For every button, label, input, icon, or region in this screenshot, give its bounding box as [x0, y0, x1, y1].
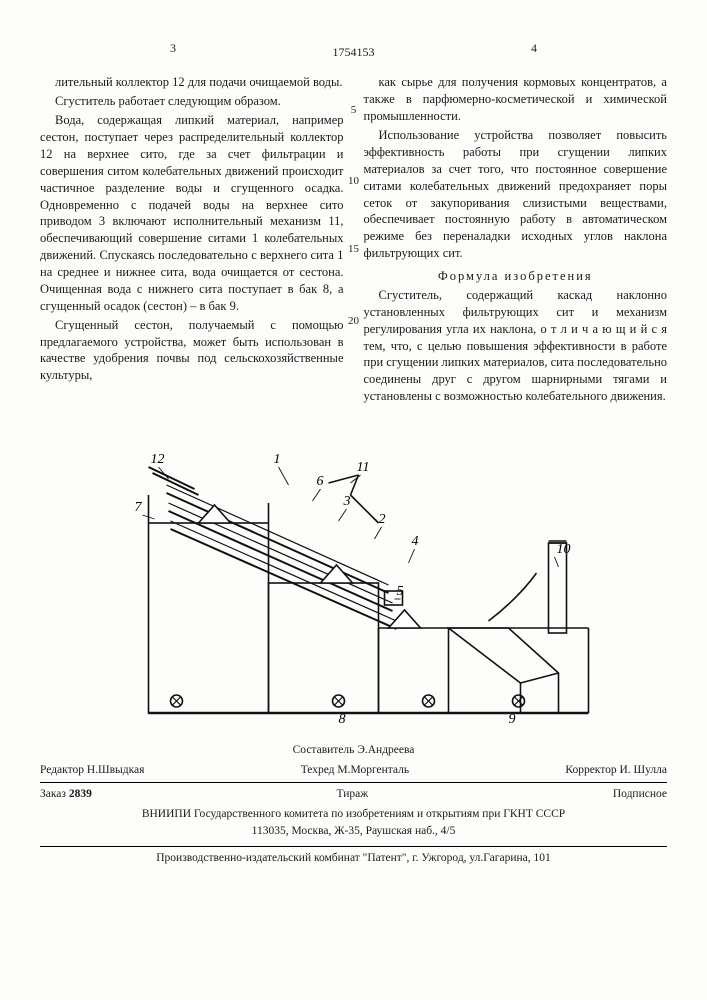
org-line-1: ВНИИПИ Государственного комитета по изоб… — [40, 807, 667, 823]
order-num: 2839 — [69, 788, 92, 800]
para: Вода, содержащая липкий материал, наприм… — [40, 112, 344, 315]
svg-text:2: 2 — [379, 512, 386, 527]
svg-text:7: 7 — [135, 500, 143, 515]
para: как сырье для получения кормовых концент… — [364, 74, 668, 125]
corrector: И. Шулла — [620, 764, 667, 776]
patent-page: 3 4 1754153 5101520 лительный коллектор … — [0, 0, 707, 1000]
subscription: Подписное — [613, 787, 667, 803]
corrector-label: Корректор — [565, 764, 616, 776]
page-num-left: 3 — [170, 40, 176, 56]
editor-label: Редактор — [40, 764, 84, 776]
para: лительный коллектор 12 для подачи очищае… — [40, 74, 344, 91]
page-num-right: 4 — [531, 40, 537, 56]
svg-text:11: 11 — [357, 460, 370, 475]
line-marker: 5 — [346, 105, 362, 116]
para: Сгущенный сестон, получаемый с помощью п… — [40, 317, 344, 385]
press-line: Производственно-издательский комбинат "П… — [40, 846, 667, 867]
para: Сгуститель работает следующим образом. — [40, 93, 344, 110]
svg-text:12: 12 — [151, 452, 165, 467]
formula-heading: Формула изобретения — [364, 268, 668, 285]
credits-block: Составитель Э.Андреева Редактор Н.Швыдка… — [40, 743, 667, 866]
techred: М.Моргенталь — [337, 764, 409, 776]
svg-text:6: 6 — [317, 474, 324, 489]
compiler: Э.Андреева — [357, 744, 414, 756]
svg-text:5: 5 — [397, 584, 404, 599]
techred-label: Техред — [301, 764, 335, 776]
svg-text:9: 9 — [509, 712, 516, 727]
org-line-2: 113035, Москва, Ж-35, Раушская наб., 4/5 — [40, 824, 667, 840]
svg-text:3: 3 — [343, 494, 351, 509]
line-marker: 10 — [346, 176, 362, 187]
compiler-label: Составитель — [293, 744, 355, 756]
svg-text:10: 10 — [557, 542, 571, 557]
line-marker: 20 — [346, 316, 362, 327]
editor: Н.Швыдкая — [87, 764, 145, 776]
tirazh: Тираж — [336, 787, 368, 803]
figure: 12 1 6 11 7 3 2 4 5 10 8 9 — [80, 423, 657, 733]
document-number: 1754153 — [40, 44, 667, 60]
svg-text:1: 1 — [274, 452, 281, 467]
text-columns: лительный коллектор 12 для подачи очищае… — [40, 74, 667, 405]
svg-text:4: 4 — [412, 534, 419, 549]
line-marker: 15 — [346, 244, 362, 255]
para: Использование устройства позволяет повыс… — [364, 127, 668, 262]
svg-text:8: 8 — [339, 712, 346, 727]
para: Сгуститель, содержащий каскад наклонно у… — [364, 287, 668, 405]
order-label: Заказ — [40, 788, 66, 800]
